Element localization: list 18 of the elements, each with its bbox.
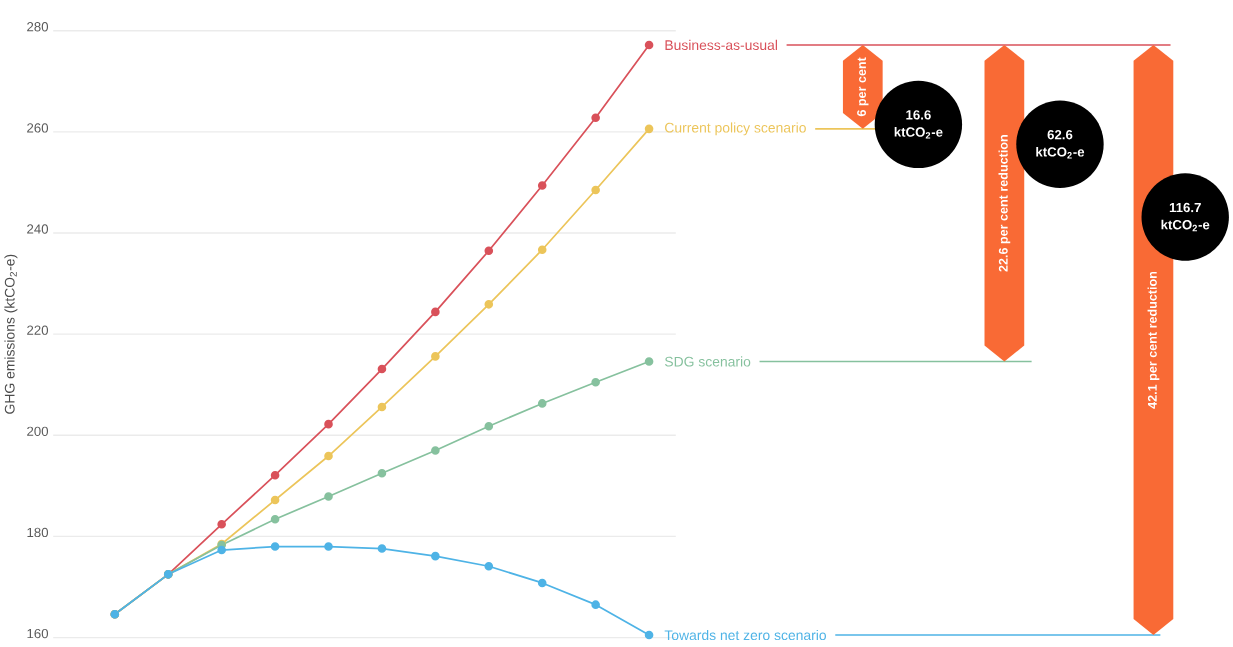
y-tick-label: 200 [27, 426, 49, 436]
text: 16.6 ktCO$_{2}$-e [894, 109, 943, 139]
series-label: Business-as-usual [665, 39, 777, 50]
text: 42.1 per cent reduction [1147, 271, 1160, 409]
series-label: SDG scenario [664, 356, 751, 367]
y-tick-label: 180 [27, 527, 49, 537]
y-tick-label: 260 [27, 123, 49, 133]
y-axis-title: GHG emissions (ktCO$_{2}$-e) [4, 254, 18, 414]
text: 6 per cent [857, 57, 869, 116]
text: 22.6 per cent reduction [998, 134, 1011, 272]
text: 116.7 ktCO$_{2}$-e [1161, 202, 1210, 232]
legend-label: Current policy scenario [665, 122, 806, 136]
text: 62.6 ktCO$_{2}$-e [1036, 129, 1085, 159]
y-tick-label: 160 [27, 628, 49, 639]
series-label: Towards net zero scenario [664, 629, 827, 640]
y-tick-label: 220 [27, 325, 49, 335]
y-tick-label: 280 [27, 21, 49, 32]
y-tick-label: 240 [27, 224, 49, 234]
